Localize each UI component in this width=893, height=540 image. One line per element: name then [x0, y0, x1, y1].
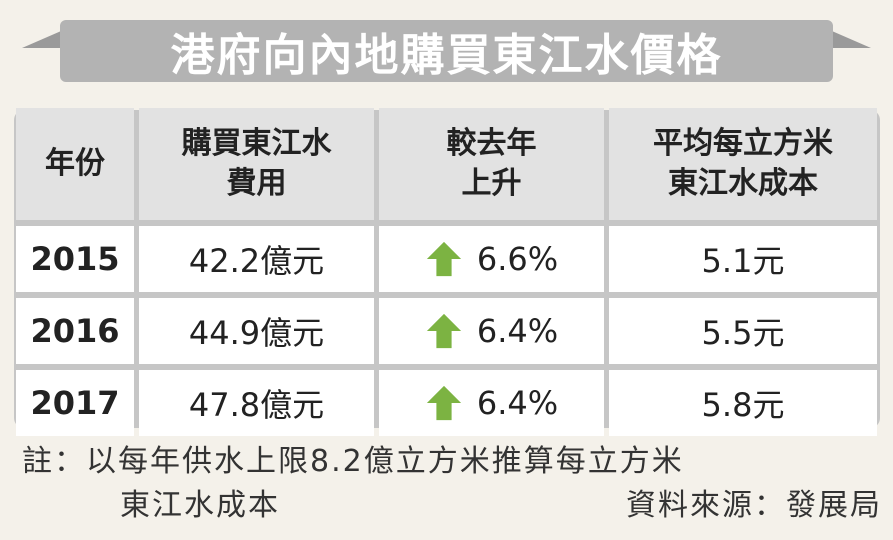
year-cell: 2015: [16, 226, 134, 292]
table-row: 2015 42.2億元 6.6% 5.1元: [16, 226, 878, 292]
header-cost-line2: 費用: [226, 166, 287, 201]
footnote-line2: 東江水成本: [120, 488, 280, 523]
change-cell: 6.6%: [379, 226, 604, 292]
cost-cell: 47.8億元: [139, 370, 374, 436]
unit-cost-cell: 5.1元: [609, 226, 877, 292]
banner-wing-left: [22, 28, 68, 48]
change-value: 6.6%: [476, 240, 559, 278]
unit-cost-cell: 5.8元: [609, 370, 877, 436]
change-cell: 6.4%: [379, 298, 604, 364]
change-value: 6.4%: [476, 312, 559, 350]
table-header-row: 年份 購買東江水 費用 較去年 上升 平均每立方米 東江水成本: [16, 108, 878, 220]
year-cell: 2016: [16, 298, 134, 364]
header-cost-line1: 購買東江水: [181, 126, 332, 161]
header-change-line1: 較去年: [446, 126, 537, 161]
header-unit-line1: 平均每立方米: [653, 126, 833, 161]
title-banner: 港府向內地購買東江水價格: [0, 0, 893, 100]
footnote: 註：以每年供水上限8.2億立方米推算每立方米 東江水成本 資料來源：發展局: [22, 440, 882, 528]
source-credit: 資料來源：發展局: [626, 488, 882, 523]
year-cell: 2017: [16, 370, 134, 436]
banner-box: 港府向內地購買東江水價格: [60, 20, 833, 82]
header-cost: 購買東江水 費用: [139, 108, 374, 220]
header-year-label: 年份: [45, 146, 105, 181]
footnote-line2-row: 東江水成本 資料來源：發展局: [22, 484, 882, 528]
up-arrow-icon: [426, 241, 461, 277]
cost-cell: 44.9億元: [139, 298, 374, 364]
banner-wing-right: [825, 28, 871, 48]
header-change-line2: 上升: [461, 166, 522, 201]
table-row: 2017 47.8億元 6.4% 5.8元: [16, 370, 878, 436]
footnote-line1: 註：以每年供水上限8.2億立方米推算每立方米: [22, 444, 684, 479]
page-title: 港府向內地購買東江水價格: [170, 30, 723, 81]
data-table: 年份 購買東江水 費用 較去年 上升 平均每立方米 東江水成本 2015 42.…: [16, 108, 878, 436]
table-row: 2016 44.9億元 6.4% 5.5元: [16, 298, 878, 364]
up-arrow-icon: [426, 313, 461, 349]
unit-cost-cell: 5.5元: [609, 298, 877, 364]
cost-cell: 42.2億元: [139, 226, 374, 292]
up-arrow-icon: [426, 385, 461, 421]
header-year: 年份: [16, 108, 134, 220]
change-value: 6.4%: [476, 384, 559, 422]
header-change: 較去年 上升: [379, 108, 604, 220]
header-unit-line2: 東江水成本: [668, 166, 818, 201]
change-cell: 6.4%: [379, 370, 604, 436]
header-unit-cost: 平均每立方米 東江水成本: [609, 108, 877, 220]
